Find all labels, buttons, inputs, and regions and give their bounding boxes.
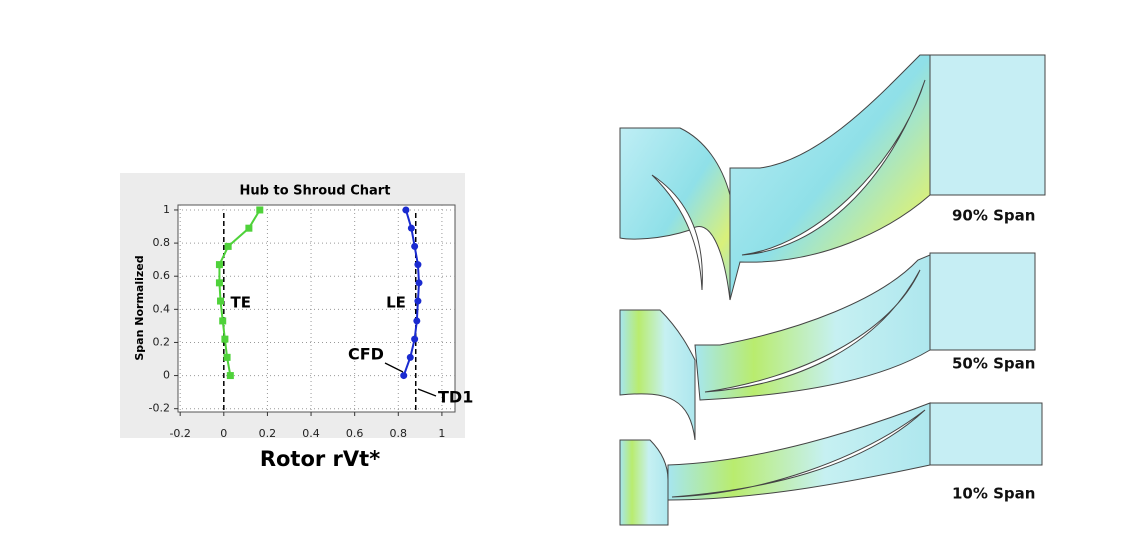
point	[223, 353, 231, 361]
y-tick-label: 0.8	[153, 236, 171, 249]
annotation-arrow	[417, 388, 437, 397]
annotation: TD1	[438, 388, 473, 407]
series-label: TE	[231, 294, 251, 312]
cfd-view-10: 10% Span	[619, 402, 1043, 526]
x-tick-label: -0.2	[169, 427, 190, 440]
point	[415, 279, 423, 287]
y-axis-label: Span Normalized	[133, 255, 146, 360]
span-label: 10% Span	[952, 485, 1035, 503]
plot: -0.2 0 0.2 0.4 0.6 0.8 1 -0.2 0 0.2 0.4 0.6 0.8 1 TE LE	[149, 203, 455, 440]
point	[414, 261, 422, 269]
span-label: 90% Span	[952, 207, 1035, 225]
span-label: 50% Span	[952, 355, 1035, 373]
point	[400, 372, 408, 380]
point	[411, 335, 419, 343]
y-tick-label: 0.4	[153, 302, 171, 315]
series-line	[218, 209, 261, 376]
cfd-view-50: 50% Span	[619, 252, 1036, 441]
point	[224, 242, 232, 250]
point	[407, 224, 415, 232]
x-tick-label: 0	[220, 427, 227, 440]
cfd-view-90: 90% Span	[619, 54, 1046, 301]
point	[406, 353, 414, 361]
x-tick-label: 0.8	[390, 427, 408, 440]
point	[256, 206, 264, 214]
point	[245, 224, 253, 232]
y-tick-label: 0	[163, 369, 170, 382]
point	[219, 317, 227, 325]
point	[226, 372, 234, 380]
series-label: LE	[386, 294, 406, 312]
x-tick-label: 0.6	[346, 427, 364, 440]
x-tick-label: 0.2	[259, 427, 277, 440]
annotation: CFD	[348, 345, 384, 364]
point	[217, 297, 225, 305]
y-tick-label: 0.2	[153, 335, 171, 348]
point	[414, 297, 422, 305]
y-tick-label: -0.2	[149, 402, 170, 415]
chart-title: Hub to Shroud Chart	[240, 184, 391, 199]
y-tick-label: 0.6	[153, 269, 171, 282]
y-tick-label: 1	[163, 203, 170, 216]
point	[411, 242, 419, 250]
series-line	[402, 209, 421, 376]
point	[215, 279, 223, 287]
point	[215, 261, 223, 269]
x-tick-label: 1	[438, 427, 445, 440]
point	[402, 206, 410, 214]
x-tick-label: 0.4	[302, 427, 320, 440]
point	[413, 317, 421, 325]
point	[221, 335, 229, 343]
annotation-arrow	[384, 362, 404, 373]
x-axis-label: Rotor rVt*	[260, 447, 380, 471]
